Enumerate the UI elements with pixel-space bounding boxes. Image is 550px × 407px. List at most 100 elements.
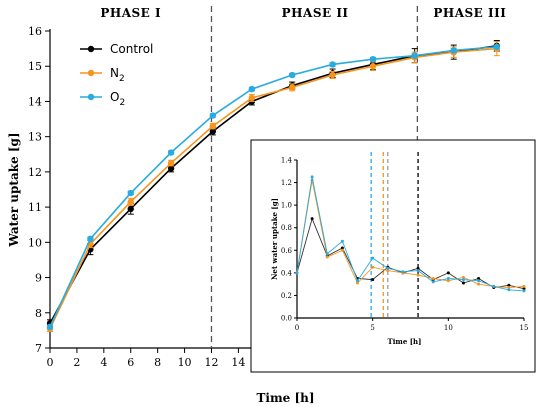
inset-data-point-n2 [431, 277, 435, 280]
inset-x-tick-label: 10 [444, 324, 453, 332]
legend-marker [87, 69, 95, 77]
inset-x-axis-title: Time [h] [388, 337, 422, 346]
data-point-o2 [87, 235, 94, 243]
x-tick-label: 4 [100, 356, 107, 369]
x-axis-title: Time [h] [256, 391, 314, 405]
inset-series-line-n2 [296, 180, 525, 288]
x-tick-label: 10 [178, 356, 192, 369]
inset-data-point-o2 [340, 239, 344, 243]
inset-data-point-o2 [431, 280, 435, 284]
y-tick-label: 8 [35, 307, 42, 320]
data-point-control [127, 205, 134, 213]
inset-data-point-n2 [371, 265, 375, 269]
data-point-o2 [369, 55, 377, 63]
legend-marker [87, 93, 95, 101]
inset-y-tick-label: 0.4 [281, 269, 293, 277]
series-line-n2 [49, 47, 497, 329]
y-tick-label: 7 [35, 342, 42, 355]
inset-data-point-o2 [325, 252, 329, 256]
data-point-control [167, 165, 175, 172]
inset-data-point-control [507, 283, 511, 287]
inset-x-tick-label: 0 [295, 324, 299, 332]
inset-data-point-o2 [477, 279, 481, 283]
inset-data-point-o2 [356, 279, 360, 283]
legend-label: Control [110, 42, 153, 56]
data-point-o2 [329, 61, 336, 68]
inset-data-point-o2 [295, 271, 299, 275]
inset-data-point-n2 [461, 275, 465, 279]
legend-label: O2 [110, 90, 125, 108]
inset-data-point-n2 [446, 279, 450, 283]
inset-data-point-n2 [386, 269, 390, 273]
legend-label: N2 [110, 66, 125, 84]
inset-y-tick-label: 0.2 [281, 292, 292, 300]
inset-data-point-n2 [325, 255, 329, 259]
data-point-o2 [411, 52, 418, 59]
y-tick-label: 15 [28, 60, 42, 73]
data-point-n2 [127, 198, 134, 206]
phase-label: PHASE I [100, 6, 161, 20]
inset-series-line-control [296, 217, 525, 290]
y-tick-label: 12 [28, 166, 42, 179]
inset-data-point-control [371, 278, 375, 282]
inset-y-tick-label: 0.8 [281, 224, 292, 232]
inset-data-point-control [416, 266, 420, 270]
inset-y-tick-label: 1.4 [281, 157, 293, 165]
inset-data-point-control [477, 277, 481, 280]
data-point-n2 [209, 122, 217, 130]
inset-data-point-control [340, 246, 344, 250]
data-point-o2 [46, 323, 54, 331]
inset-series-line-o2 [296, 176, 525, 292]
inset-data-point-control [446, 271, 450, 275]
x-tick-label: 0 [47, 356, 54, 369]
phase-label: PHASE III [433, 6, 506, 20]
data-point-n2 [329, 71, 336, 79]
inset-data-point-o2 [386, 266, 390, 270]
x-tick-label: 14 [231, 356, 245, 369]
phase-label: PHASE II [282, 6, 349, 20]
x-tick-label: 8 [154, 356, 161, 369]
y-tick-label: 16 [28, 25, 42, 38]
inset-y-axis-title: Net water uptake [g] [270, 198, 279, 280]
data-point-o2 [289, 71, 296, 79]
y-tick-label: 9 [35, 272, 42, 285]
data-point-o2 [167, 149, 175, 156]
y-tick-label: 10 [28, 236, 42, 249]
data-point-o2 [450, 47, 457, 54]
inset-frame [250, 139, 536, 373]
data-point-o2 [209, 112, 217, 119]
data-point-o2 [493, 43, 500, 51]
inset-data-point-o2 [522, 289, 526, 293]
inset-data-point-o2 [492, 284, 496, 288]
legend-marker [87, 45, 95, 53]
inset-data-point-o2 [461, 278, 465, 282]
inset-y-tick-label: 1.2 [281, 179, 292, 187]
inset-data-point-control [310, 217, 314, 221]
x-tick-label: 12 [204, 356, 218, 369]
inset-data-point-o2 [416, 269, 420, 273]
inset-plot: 0.0 0.2 0.4 0.6 0.8 1.0 1.2 1.4 0 5 10 15 Time [h] Ne… [250, 139, 536, 373]
inset-y-tick-label: 0.6 [281, 247, 293, 255]
y-tick-label: 14 [28, 95, 42, 108]
inset-data-point-n2 [522, 284, 526, 288]
inset-data-point-n2 [477, 282, 481, 286]
series-line-o2 [49, 46, 497, 328]
inset-data-point-o2 [310, 175, 314, 179]
data-point-o2 [127, 189, 134, 197]
y-axis-title: Water uptake [g] [7, 132, 21, 247]
x-tick-label: 2 [73, 356, 80, 369]
y-tick-label: 13 [28, 131, 42, 144]
inset-data-point-n2 [507, 286, 511, 290]
inset-data-point-o2 [371, 256, 375, 260]
inset-data-point-o2 [446, 277, 450, 280]
inset-data-point-control [522, 287, 526, 291]
inset-y-tick-label: 1.0 [281, 202, 292, 210]
data-point-n2 [167, 159, 175, 167]
inset-x-tick-label: 5 [370, 324, 374, 332]
inset-data-point-o2 [507, 288, 511, 292]
data-point-n2 [369, 63, 377, 70]
inset-data-point-o2 [401, 270, 405, 274]
data-point-n2 [289, 84, 296, 91]
x-tick-label: 6 [127, 356, 134, 369]
